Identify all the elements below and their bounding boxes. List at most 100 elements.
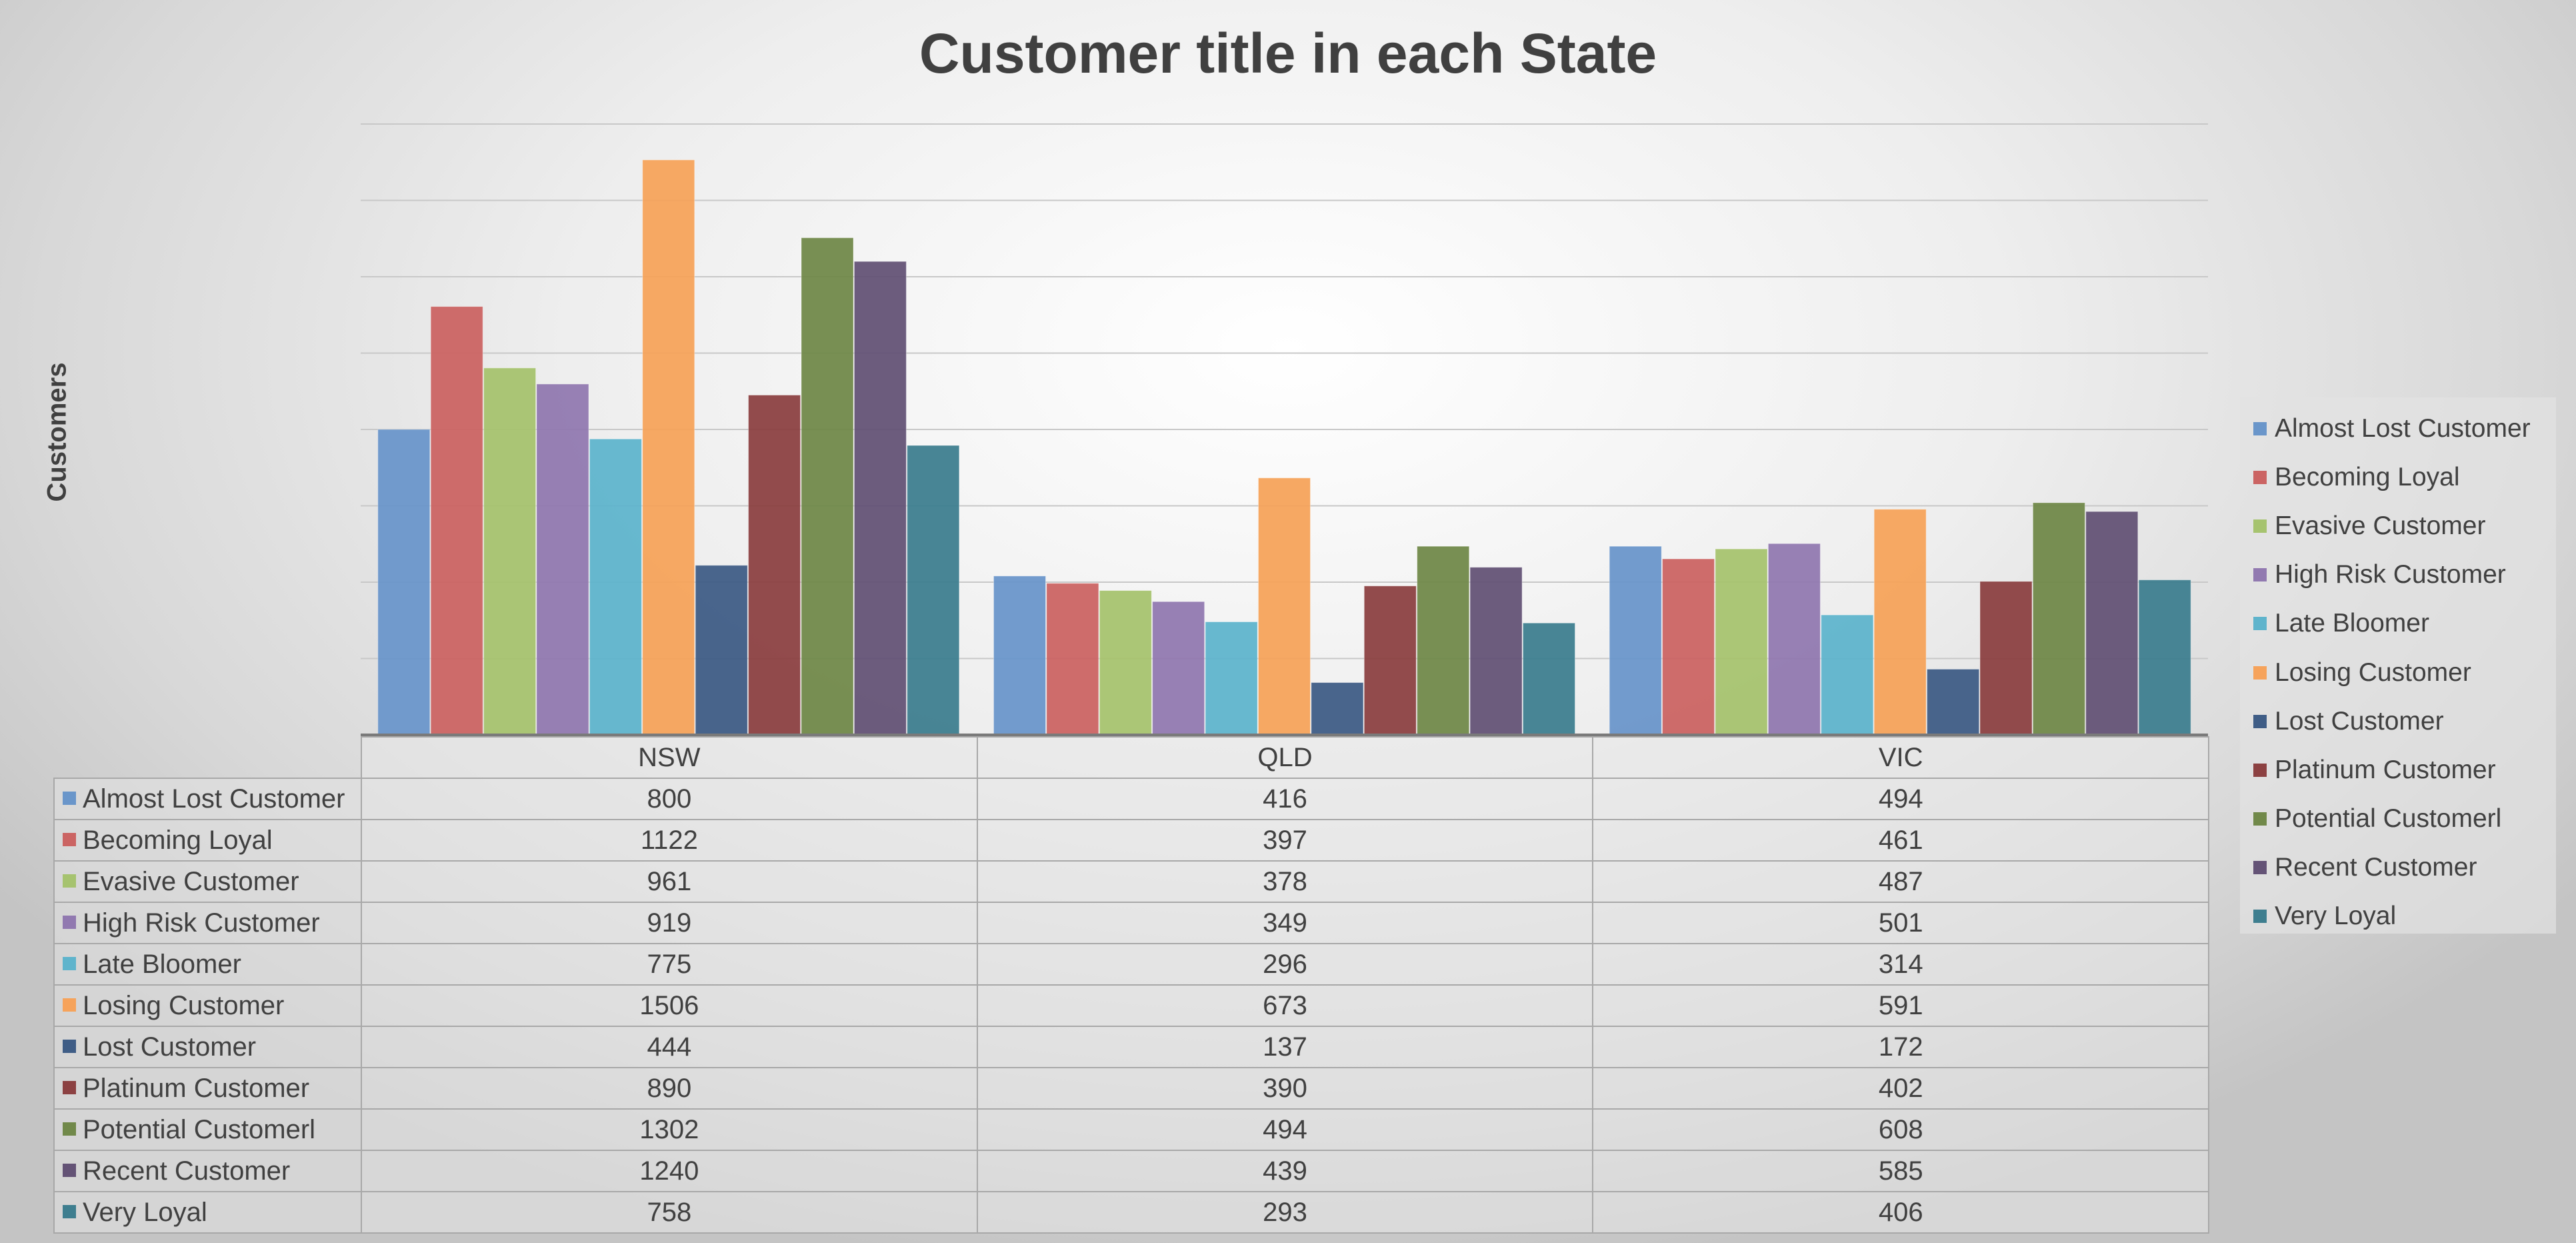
bar bbox=[1363, 585, 1417, 736]
data-label: 501 bbox=[1592, 902, 2210, 944]
legend-label: Late Bloomer bbox=[2275, 609, 2429, 638]
series-swatch bbox=[63, 874, 76, 888]
table-row: Late Bloomer 775 296 314 bbox=[53, 943, 2210, 986]
data-label: 172 bbox=[1592, 1026, 2210, 1068]
table-row-header: Recent Customer bbox=[53, 1150, 362, 1192]
series-swatch bbox=[63, 1163, 76, 1177]
bar bbox=[589, 438, 642, 736]
data-label: 591 bbox=[1592, 984, 2210, 1027]
data-label: 1122 bbox=[361, 819, 978, 862]
series-swatch bbox=[63, 1039, 76, 1053]
series-swatch bbox=[63, 998, 76, 1012]
bar bbox=[695, 565, 748, 736]
table-row: Lost Customer 444 137 172 bbox=[53, 1026, 2210, 1068]
table-row-header: Almost Lost Customer bbox=[53, 778, 362, 820]
legend-item: Very Loyal bbox=[2240, 892, 2556, 941]
series-name: Losing Customer bbox=[83, 990, 285, 1020]
legend-label: High Risk Customer bbox=[2275, 560, 2506, 589]
bar bbox=[1469, 567, 1523, 736]
table-row: Losing Customer 1506 673 591 bbox=[53, 984, 2210, 1027]
bar bbox=[993, 575, 1046, 736]
table-corner bbox=[54, 737, 361, 778]
legend-swatch bbox=[2253, 568, 2267, 582]
bar bbox=[1715, 548, 1768, 736]
table-row-header: High Risk Customer bbox=[53, 902, 362, 944]
bar bbox=[1873, 509, 1927, 736]
bar bbox=[430, 306, 483, 736]
x-tick-label: VIC bbox=[1592, 736, 2210, 779]
data-label: 439 bbox=[976, 1150, 1594, 1192]
legend-label: Losing Customer bbox=[2275, 658, 2471, 687]
legend-item: High Risk Customer bbox=[2240, 551, 2556, 599]
x-tick-label: QLD bbox=[976, 736, 1594, 779]
chart-title: Customer title in each State bbox=[919, 22, 1657, 85]
data-table: NSW QLD VIC Almost Lost Customer 800 416 494 Be… bbox=[53, 736, 2210, 1234]
series-name: High Risk Customer bbox=[83, 908, 320, 938]
bar bbox=[377, 429, 431, 736]
bar bbox=[1417, 545, 1470, 736]
legend-item: Lost Customer bbox=[2240, 697, 2556, 746]
bar bbox=[1821, 614, 1874, 736]
bar bbox=[748, 395, 801, 736]
legend-swatch bbox=[2253, 861, 2267, 875]
legend-label: Evasive Customer bbox=[2275, 511, 2486, 540]
data-label: 758 bbox=[361, 1191, 978, 1234]
data-label: 296 bbox=[976, 943, 1594, 986]
bar bbox=[642, 159, 695, 736]
table-header-row: NSW QLD VIC bbox=[54, 736, 2210, 779]
series-swatch bbox=[63, 1204, 76, 1218]
bar bbox=[1258, 477, 1311, 736]
legend-label: Becoming Loyal bbox=[2275, 462, 2460, 491]
bar bbox=[483, 367, 537, 736]
data-label: 349 bbox=[976, 902, 1594, 944]
legend-item: Recent Customer bbox=[2240, 844, 2556, 892]
legend-swatch bbox=[2253, 763, 2267, 777]
legend-label: Platinum Customer bbox=[2275, 755, 2496, 784]
legend-swatch bbox=[2253, 519, 2267, 533]
bar bbox=[1523, 622, 1575, 736]
legend-item: Platinum Customer bbox=[2240, 746, 2556, 794]
data-label: 487 bbox=[1592, 860, 2210, 903]
bar bbox=[536, 383, 589, 736]
data-label: 402 bbox=[1592, 1067, 2210, 1110]
table-row: Very Loyal 758 293 406 bbox=[53, 1191, 2210, 1234]
legend-swatch bbox=[2253, 470, 2267, 484]
legend-swatch bbox=[2253, 910, 2267, 924]
bar bbox=[1311, 682, 1364, 736]
bar bbox=[1046, 583, 1099, 736]
data-label: 608 bbox=[1592, 1108, 2210, 1151]
data-label: 961 bbox=[361, 860, 978, 903]
series-swatch bbox=[63, 956, 76, 970]
table-row: Becoming Loyal 1122 397 461 bbox=[53, 819, 2210, 862]
bar bbox=[907, 445, 960, 736]
series-name: Very Loyal bbox=[83, 1197, 207, 1227]
legend-label: Very Loyal bbox=[2275, 902, 2397, 931]
series-name: Becoming Loyal bbox=[83, 825, 273, 855]
legend: Almost Lost Customer Becoming Loyal Evasiv… bbox=[2240, 397, 2556, 934]
bar bbox=[1662, 558, 1715, 736]
legend-label: Potential Customerl bbox=[2275, 804, 2502, 834]
bar bbox=[1979, 581, 2033, 736]
data-label: 444 bbox=[361, 1026, 978, 1068]
bar bbox=[1767, 543, 1821, 736]
table-row: Almost Lost Customer 800 416 494 bbox=[53, 778, 2210, 820]
data-label: 1302 bbox=[361, 1108, 978, 1151]
bar bbox=[1609, 545, 1662, 736]
legend-item: Becoming Loyal bbox=[2240, 453, 2556, 501]
bar bbox=[1205, 622, 1258, 736]
data-label: 890 bbox=[361, 1067, 978, 1110]
data-label: 137 bbox=[976, 1026, 1594, 1068]
data-label: 494 bbox=[976, 1108, 1594, 1151]
bar bbox=[2032, 502, 2085, 736]
series-name: Platinum Customer bbox=[83, 1073, 310, 1103]
data-label: 585 bbox=[1592, 1150, 2210, 1192]
legend-swatch bbox=[2253, 617, 2267, 631]
table-row-header: Becoming Loyal bbox=[53, 819, 362, 862]
series-name: Recent Customer bbox=[83, 1156, 291, 1186]
series-swatch bbox=[63, 1080, 76, 1094]
bar bbox=[801, 237, 854, 736]
legend-label: Recent Customer bbox=[2275, 853, 2477, 882]
table-row: Evasive Customer 961 378 487 bbox=[53, 860, 2210, 903]
